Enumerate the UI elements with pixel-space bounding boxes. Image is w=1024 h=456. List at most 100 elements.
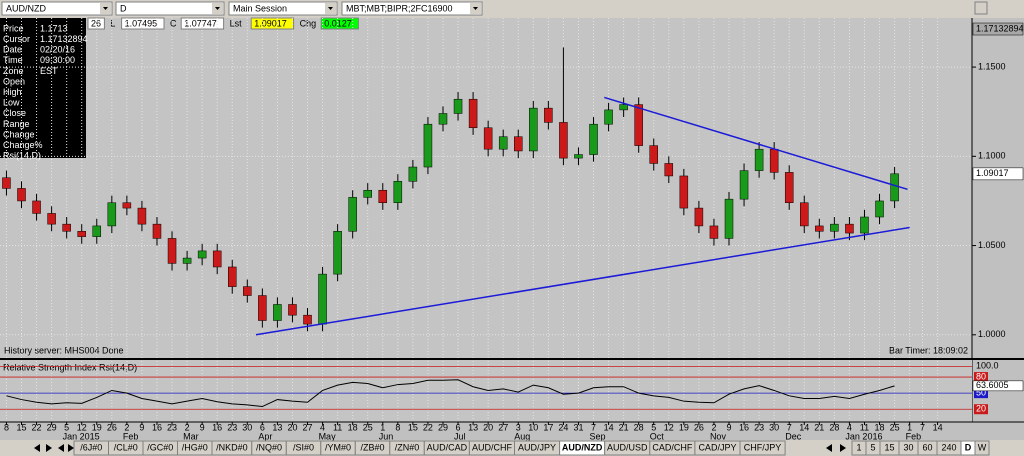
x-tick-label: 19	[679, 422, 689, 432]
candle-body	[860, 216, 869, 234]
x-tick-label: 28	[634, 422, 644, 432]
candle-body	[32, 200, 41, 214]
candle-body	[393, 181, 403, 203]
price-axis-panel	[972, 18, 1024, 422]
candle-body	[182, 257, 192, 264]
candle-body	[318, 273, 327, 325]
dropdown[interactable]	[115, 1, 225, 16]
tab-label: /GC#0	[147, 442, 173, 452]
interval-label: D	[965, 442, 972, 452]
level-label-box	[974, 372, 988, 383]
x-tick-label: 30	[242, 422, 252, 432]
interval-label: 1	[856, 442, 861, 452]
tab-label: AUD/CHF	[472, 442, 513, 452]
tab[interactable]	[739, 440, 786, 456]
x-tick-label: 7	[920, 422, 925, 432]
month-label: Jun	[379, 431, 394, 441]
candle-body	[137, 207, 147, 225]
tab-label: /HG#0	[182, 442, 208, 452]
candle-body	[107, 202, 117, 227]
dropdown[interactable]	[341, 1, 483, 16]
x-tick-label: 24	[558, 422, 568, 432]
arrow-left[interactable]	[34, 444, 40, 452]
tab-label: AUD/JPY	[518, 442, 556, 452]
info-label: Rsi(14,D)	[3, 151, 41, 161]
info-label: Zone	[3, 66, 24, 76]
quote-box	[87, 17, 105, 30]
arrow-left[interactable]	[826, 444, 832, 452]
arrow-right[interactable]	[68, 444, 74, 452]
x-tick-label: 12	[77, 422, 87, 432]
price-label-box	[972, 167, 1024, 181]
candle-body	[498, 136, 508, 150]
x-tick-label: 22	[423, 422, 433, 432]
x-tick-label: 1	[380, 422, 385, 432]
tab-label: AUD/CAD	[427, 442, 468, 452]
interval-label: 240	[941, 442, 956, 452]
dropdown-arrow	[473, 7, 478, 10]
window-button[interactable]	[974, 1, 988, 15]
tab-label: CAD/CHF	[652, 442, 693, 452]
dropdown[interactable]	[1, 1, 113, 16]
price-label: 1.17132894	[976, 23, 1024, 33]
month-label: Nov	[710, 431, 727, 441]
quote-box	[250, 17, 295, 30]
x-tick-label: 30	[769, 422, 779, 432]
x-tick-label: 12	[664, 422, 674, 432]
candle-body	[438, 113, 448, 125]
level-label-box	[974, 388, 988, 399]
candle-body	[875, 200, 884, 218]
candle-body	[363, 189, 372, 198]
x-tick-label: 28	[829, 422, 839, 432]
interval-button[interactable]	[974, 440, 990, 456]
price-panel	[0, 18, 972, 358]
x-tick-label: 6	[260, 422, 265, 432]
interval-label: 30	[903, 442, 913, 452]
candle-body	[514, 136, 523, 152]
dropdown-text: Main Session	[233, 3, 287, 13]
info-value: 1.1713	[40, 23, 68, 33]
y-tick-label: 80	[976, 371, 986, 381]
x-tick-label: 26	[694, 422, 704, 432]
candle-body	[122, 202, 132, 209]
info-label: Range	[3, 119, 30, 129]
x-tick-label: 6	[456, 422, 461, 432]
x-tick-label: 9	[200, 422, 205, 432]
x-tick-label: 8	[395, 422, 400, 432]
candle-body	[800, 202, 809, 227]
candle-body	[212, 250, 222, 268]
month-label: Apr	[258, 431, 272, 441]
month-label: Jan 2016	[845, 431, 882, 441]
arrow-left[interactable]	[58, 444, 64, 452]
candle-body	[423, 123, 433, 168]
x-tick-label: 8	[4, 422, 9, 432]
y-tick-label: 1.1500	[978, 61, 1006, 71]
dropdown[interactable]	[228, 1, 338, 16]
arrow-right[interactable]	[840, 444, 846, 452]
candle-body	[754, 148, 764, 171]
month-label: Dec	[785, 431, 802, 441]
candle-body	[634, 104, 643, 146]
x-tick-label: 22	[32, 422, 42, 432]
candle-body	[77, 231, 86, 237]
interval-label: 15	[884, 442, 894, 452]
x-tick-label: 4	[320, 422, 325, 432]
x-tick-label: 5	[64, 422, 69, 432]
candle-body	[664, 163, 674, 177]
candle-body	[709, 225, 719, 239]
candle-body	[273, 304, 282, 321]
info-label: Open	[3, 76, 25, 86]
x-tick-label: 27	[303, 422, 313, 432]
info-label: Cursor	[3, 34, 30, 44]
dropdown-text: AUD/NZD	[6, 3, 46, 13]
x-tick-label: 7	[591, 422, 596, 432]
x-tick-label: 31	[573, 422, 583, 432]
candle-body	[408, 166, 418, 182]
quote-box	[121, 17, 165, 30]
arrow-right[interactable]	[46, 444, 52, 452]
rsi-title: Relative Strength Index Rsi(14,D)	[3, 362, 137, 372]
x-tick-label: 23	[754, 422, 764, 432]
x-tick-label: 14	[604, 422, 614, 432]
x-tick-label: 25	[363, 422, 373, 432]
tab-label: CHF/JPY	[744, 442, 782, 452]
